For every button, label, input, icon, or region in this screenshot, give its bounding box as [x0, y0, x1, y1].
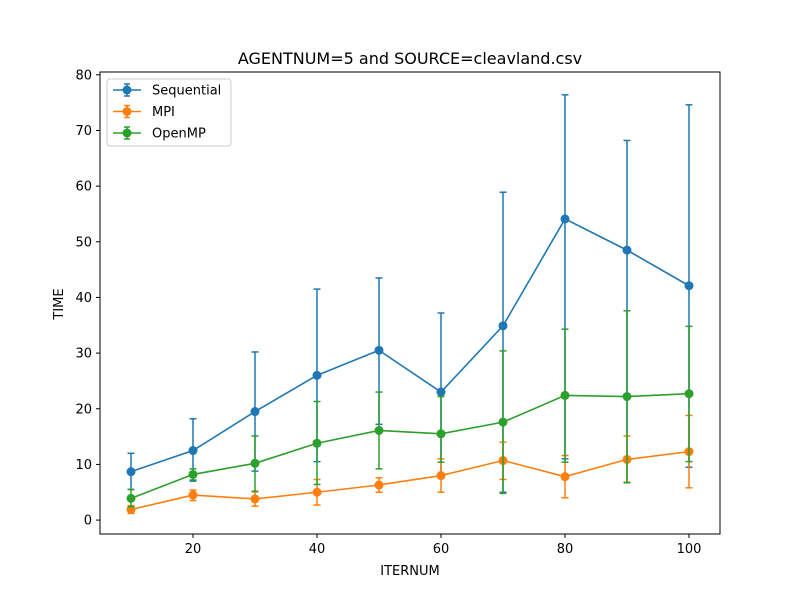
data-point	[250, 407, 260, 417]
y-tick-label: 10	[75, 458, 92, 473]
y-tick-label: 60	[75, 180, 92, 195]
legend-marker	[122, 85, 132, 95]
legend-entry: Sequential	[152, 84, 221, 99]
x-tick-label: 20	[185, 542, 202, 557]
series-line	[130, 217, 690, 473]
data-point	[684, 389, 694, 399]
y-tick-label: 80	[75, 68, 92, 83]
x-tick-label: 80	[557, 542, 574, 557]
data-point	[188, 446, 198, 456]
legend-entry: OpenMP	[152, 127, 206, 142]
data-point	[312, 370, 322, 380]
y-tick-label: 30	[75, 347, 92, 362]
y-axis-label: TIME	[52, 288, 67, 320]
data-point	[560, 472, 570, 482]
series-openmp	[126, 310, 694, 508]
y-tick-label: 70	[75, 124, 92, 139]
y-tick-label: 50	[75, 235, 92, 250]
legend-marker	[122, 128, 132, 138]
data-point	[374, 425, 384, 435]
data-point	[622, 392, 632, 402]
data-point	[312, 487, 322, 497]
data-point	[560, 390, 570, 400]
data-point	[436, 429, 446, 439]
series-line	[130, 392, 690, 500]
data-point	[498, 417, 508, 427]
y-tick-label: 20	[75, 402, 92, 417]
x-axis-label: ITERNUM	[380, 564, 439, 579]
plot-area: 20 40 60 80 100 0 10 20 30 40 50 60 70 80	[75, 68, 721, 557]
x-tick-label: 100	[677, 542, 702, 557]
data-point	[436, 387, 446, 397]
data-point	[250, 494, 260, 504]
data-point	[312, 438, 322, 448]
data-point	[684, 281, 694, 291]
data-point	[126, 493, 136, 503]
x-tick-label: 60	[433, 542, 450, 557]
series-line	[130, 450, 690, 511]
legend-entry: MPI	[152, 105, 175, 120]
data-point	[374, 345, 384, 355]
data-point	[498, 321, 508, 331]
x-tick-label: 40	[309, 542, 326, 557]
data-point	[250, 458, 260, 468]
data-point	[560, 214, 570, 224]
y-tick-label: 0	[84, 514, 92, 529]
data-point	[622, 245, 632, 255]
y-tick-label: 40	[75, 291, 92, 306]
data-point	[188, 490, 198, 500]
legend-marker	[122, 107, 132, 116]
data-point	[374, 480, 384, 490]
legend-box	[106, 78, 232, 147]
axes-frame	[99, 71, 721, 535]
data-point	[126, 467, 136, 477]
data-point	[436, 471, 446, 481]
legend: Sequential MPI OpenMP	[106, 78, 232, 147]
data-point	[188, 469, 198, 479]
chart-title: AGENTNUM=5 and SOURCE=cleavland.csv	[238, 49, 582, 68]
